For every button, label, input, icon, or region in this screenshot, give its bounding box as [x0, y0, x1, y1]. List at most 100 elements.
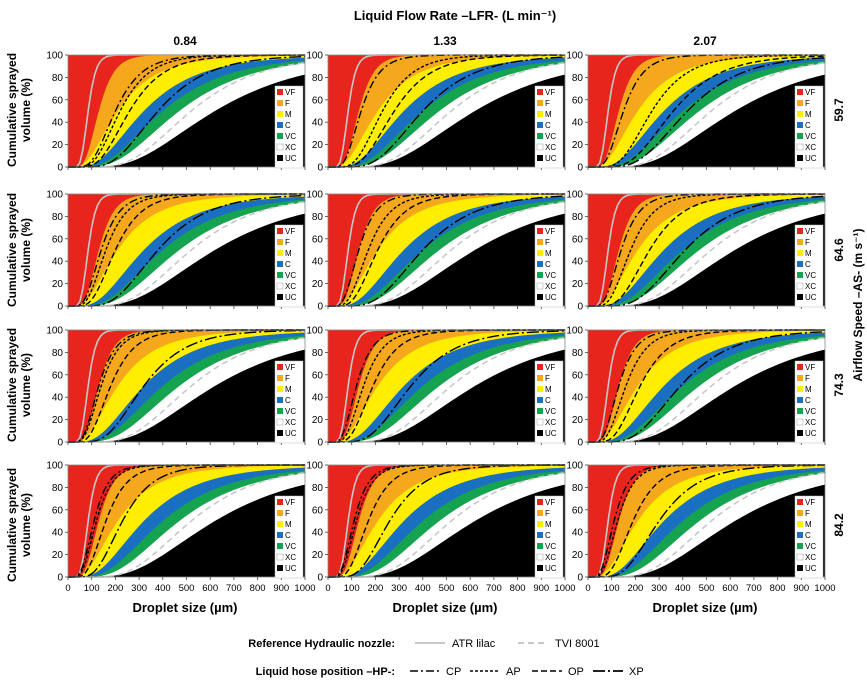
- y-tick-label: 40: [52, 118, 64, 129]
- class-legend-label-F: F: [545, 509, 550, 518]
- class-legend-swatch-XC: [276, 143, 284, 151]
- class-legend-swatch-F: [277, 100, 283, 106]
- hose-position-legend: Liquid hose position –HP-: CP AP OP XP: [256, 666, 644, 678]
- y-axis-label-line1: Cumulative sprayed: [5, 53, 19, 167]
- y-tick-label: 100: [306, 326, 323, 337]
- class-legend-swatch-M: [277, 250, 283, 256]
- class-legend-label-VC: VC: [805, 271, 816, 280]
- class-legend-label-F: F: [545, 238, 550, 247]
- x-tick-label: 700: [486, 583, 502, 594]
- x-axis-label: Droplet size (µm): [132, 600, 237, 615]
- ap-legend-label: AP: [506, 666, 521, 678]
- y-tick-label: 60: [572, 370, 584, 381]
- x-tick-label: 300: [391, 583, 407, 594]
- series-line-xp: [68, 55, 306, 168]
- row-header-2: 74.3: [832, 373, 846, 397]
- class-legend-label-UC: UC: [545, 564, 557, 573]
- class-legend-swatch-C: [797, 532, 803, 538]
- class-legend-label-UC: UC: [285, 429, 297, 438]
- y-tick-label: 100: [306, 51, 323, 62]
- class-legend-label-M: M: [805, 385, 812, 394]
- class-legend-swatch-VC: [537, 408, 543, 414]
- class-legend-swatch-M: [537, 250, 543, 256]
- class-legend-label-VC: VC: [545, 407, 556, 416]
- class-legend-swatch-VC: [797, 543, 803, 549]
- class-legend-swatch-C: [537, 122, 543, 128]
- panel-2-0: 0 20 40 60 80 100 VF FMC VC XC UC: [46, 326, 306, 449]
- class-legend-swatch-M: [797, 111, 803, 117]
- series-line-xp: [588, 331, 826, 443]
- class-legend-label-UC: UC: [805, 154, 817, 163]
- class-legend-label-XC: XC: [285, 553, 296, 562]
- y-tick-label: 20: [312, 415, 324, 426]
- x-tick-label: 300: [651, 583, 667, 594]
- class-legend-swatch-XC: [536, 418, 544, 426]
- class-legend-label-VF: VF: [805, 363, 815, 372]
- y-tick-label: 20: [312, 279, 324, 290]
- x-tick-label: 0: [585, 583, 590, 594]
- class-legend-label-M: M: [545, 385, 552, 394]
- band-F: [328, 55, 565, 167]
- class-legend-label-C: C: [545, 531, 551, 540]
- class-legend-swatch-UC: [537, 155, 543, 161]
- series-line-op: [588, 55, 826, 168]
- cp-legend-label: CP: [446, 666, 461, 678]
- class-legend-label-C: C: [545, 260, 551, 269]
- class-legend-swatch-VC: [537, 543, 543, 549]
- x-tick-label: 500: [699, 583, 715, 594]
- x-tick-label: 1000: [814, 583, 835, 594]
- op-legend-label: OP: [568, 666, 584, 678]
- y-tick-label: 20: [572, 550, 584, 561]
- y-tick-label: 80: [572, 483, 584, 494]
- class-legend-swatch-C: [797, 122, 803, 128]
- panel-0-2: 0 20 40 60 80 100 VF FMC VC XC UC: [566, 51, 826, 174]
- class-legend-label-UC: UC: [805, 564, 817, 573]
- y-tick-label: 40: [312, 118, 324, 129]
- class-legend-swatch-VC: [797, 272, 803, 278]
- class-legend-label-XC: XC: [545, 418, 556, 427]
- class-legend-swatch-VF: [797, 228, 803, 234]
- y-tick-label: 60: [572, 505, 584, 516]
- y-tick-label: 60: [572, 234, 584, 245]
- series-line-xp: [588, 195, 826, 307]
- series-line-xp: [328, 195, 566, 307]
- series-line-ap: [328, 464, 565, 578]
- class-legend-label-C: C: [285, 260, 291, 269]
- y-axis-label-line2: volume (%): [19, 218, 33, 282]
- class-legend-swatch-XC: [796, 143, 804, 151]
- class-legend-label-C: C: [805, 396, 811, 405]
- series-line-tvi-8001: [68, 200, 306, 307]
- class-legend-swatch-VF: [537, 228, 543, 234]
- series-line-tvi-8001: [588, 61, 826, 168]
- band-VF: [68, 330, 305, 442]
- class-legend-label-XC: XC: [545, 143, 556, 152]
- class-legend-swatch-F: [277, 239, 283, 245]
- class-legend-label-M: M: [805, 249, 812, 258]
- x-axis-label: Droplet size (µm): [652, 600, 757, 615]
- class-legend-swatch-C: [537, 261, 543, 267]
- class-legend-label-M: M: [285, 520, 292, 529]
- band-VF: [588, 465, 825, 577]
- x-tick-label: 1000: [294, 583, 315, 594]
- class-legend-swatch-M: [537, 111, 543, 117]
- class-legend-swatch-F: [277, 510, 283, 516]
- class-legend-label-XC: XC: [285, 418, 296, 427]
- class-legend-label-XC: XC: [285, 143, 296, 152]
- band-F: [588, 465, 825, 577]
- class-legend-swatch-VF: [797, 499, 803, 505]
- y-tick-label: 40: [52, 393, 64, 404]
- class-legend-label-UC: UC: [285, 293, 297, 302]
- column-header-1: 1.33: [433, 34, 457, 48]
- class-legend-label-VF: VF: [805, 498, 815, 507]
- x-tick-label: 900: [793, 583, 809, 594]
- y-tick-label: 80: [312, 73, 324, 84]
- class-legend-label-UC: UC: [285, 154, 297, 163]
- y-tick-label: 60: [312, 95, 324, 106]
- class-legend-swatch-XC: [276, 553, 284, 561]
- class-legend-label-VF: VF: [545, 88, 555, 97]
- x-tick-label: 600: [722, 583, 738, 594]
- series-line-ap: [588, 54, 826, 168]
- series-line-tvi-8001: [588, 200, 826, 307]
- class-legend-swatch-UC: [277, 294, 283, 300]
